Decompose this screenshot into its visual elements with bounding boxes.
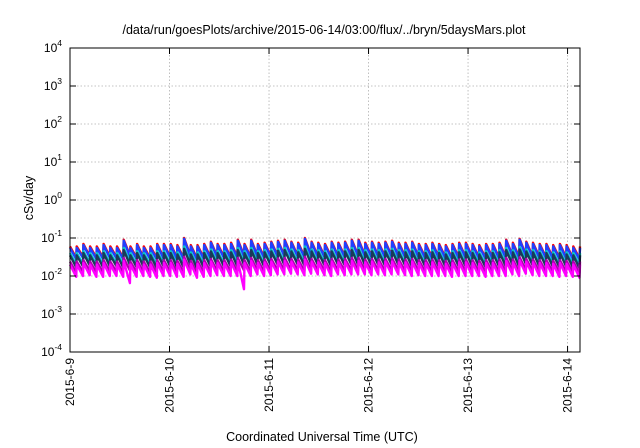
y-tick-label: 10-1 bbox=[41, 228, 62, 245]
x-tick-label: 2015-6-9 bbox=[63, 358, 77, 406]
y-axis-label: cSv/day bbox=[22, 175, 36, 220]
y-tick-label: 100 bbox=[44, 190, 62, 207]
grid-lines bbox=[70, 48, 580, 352]
y-tick-label: 10-3 bbox=[41, 304, 62, 321]
y-tick-label: 10-4 bbox=[41, 342, 62, 359]
chart-title: /data/run/goesPlots/archive/2015-06-14/0… bbox=[122, 23, 526, 37]
x-axis-label: Coordinated Universal Time (UTC) bbox=[226, 430, 418, 444]
series-line-6 bbox=[68, 258, 582, 291]
x-tick-label: 2015-6-14 bbox=[561, 358, 575, 413]
x-axis-ticks: 2015-6-9 2015-6-10 2015-6-11 2015-6-12 2015-… bbox=[63, 48, 575, 413]
x-tick-label: 2015-6-13 bbox=[461, 358, 475, 413]
x-tick-label: 2015-6-11 bbox=[262, 358, 276, 412]
y-axis-ticks: 10-4 10-3 10-2 10-1 100 101 102 103 104 bbox=[41, 38, 580, 359]
y-tick-label: 104 bbox=[44, 38, 62, 55]
x-tick-label: 2015-6-12 bbox=[362, 358, 376, 413]
y-tick-label: 102 bbox=[44, 114, 62, 131]
y-tick-label: 101 bbox=[44, 152, 62, 169]
y-tick-label: 10-2 bbox=[41, 266, 62, 283]
plot-area-frame bbox=[69, 47, 581, 353]
y-tick-label: 103 bbox=[44, 76, 62, 93]
x-tick-label: 2015-6-10 bbox=[163, 358, 177, 413]
data-series bbox=[68, 236, 582, 291]
